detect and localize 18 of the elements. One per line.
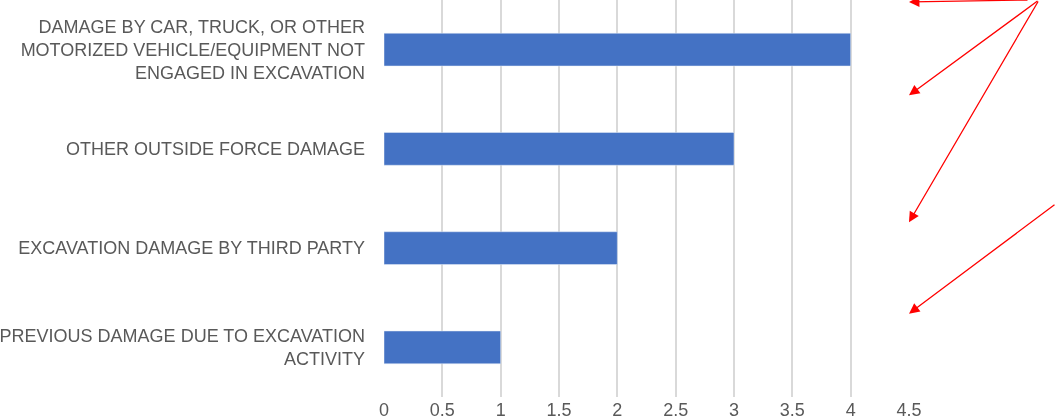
x-tick-label: 4.5 (896, 400, 922, 420)
x-tick-label: 3 (728, 400, 740, 420)
x-tick-label: 2 (612, 400, 623, 420)
x-tick-label: 2.5 (663, 400, 689, 420)
bar (384, 330, 501, 364)
y-tick-label: OTHER OUTSIDE FORCE DAMAGE (65, 139, 365, 160)
bar (384, 132, 735, 166)
bar (384, 33, 851, 67)
y-tick-label: PREVIOUS DAMAGE DUE TO EXCAVATION ACTIVITY (0, 325, 365, 370)
y-tick-label: EXCAVATION DAMAGE BY THIRD PARTY (18, 238, 365, 259)
x-tick-label: 0.5 (429, 400, 455, 420)
x-tick-label: 1.5 (546, 400, 572, 420)
y-tick-label: DAMAGE BY CAR, TRUCK, OR OTHER MOTORIZED VEHICLE/EQUIPMENT NOT ENGAGED IN EXCAVATION (20, 16, 365, 84)
x-tick-label: 0 (378, 400, 390, 420)
x-tick-label: 3.5 (779, 400, 805, 420)
x-tick-label: 4 (845, 400, 856, 420)
x-tick-label: 1 (495, 400, 506, 420)
bar (384, 231, 618, 265)
